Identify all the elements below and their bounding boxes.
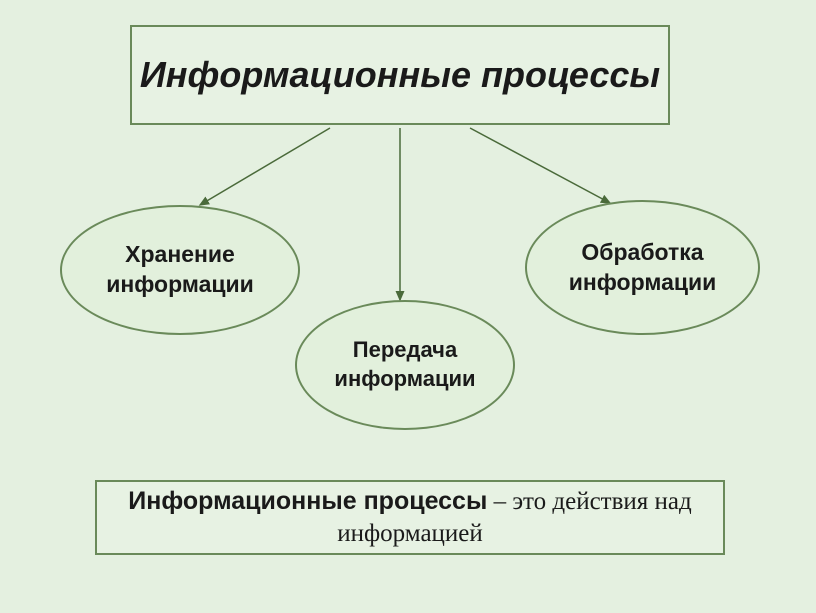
node-label-0: Хранение информации: [62, 240, 298, 300]
node-label-2: Обработка информации: [527, 238, 758, 298]
node-ellipse-2: Обработка информации: [525, 200, 760, 335]
node-label-1: Передача информации: [297, 336, 513, 393]
node-ellipse-1: Передача информации: [295, 300, 515, 430]
title-box: Информационные процессы: [130, 25, 670, 125]
title-text: Информационные процессы: [140, 53, 660, 96]
diagram-canvas: Информационные процессы Хранение информа…: [0, 0, 816, 613]
definition-text: Информационные процессы – это действия н…: [97, 485, 723, 551]
node-ellipse-0: Хранение информации: [60, 205, 300, 335]
definition-bold: Информационные процессы: [128, 487, 487, 515]
arrow-line-2: [470, 128, 610, 203]
definition-box: Информационные процессы – это действия н…: [95, 480, 725, 555]
arrow-line-0: [200, 128, 330, 205]
